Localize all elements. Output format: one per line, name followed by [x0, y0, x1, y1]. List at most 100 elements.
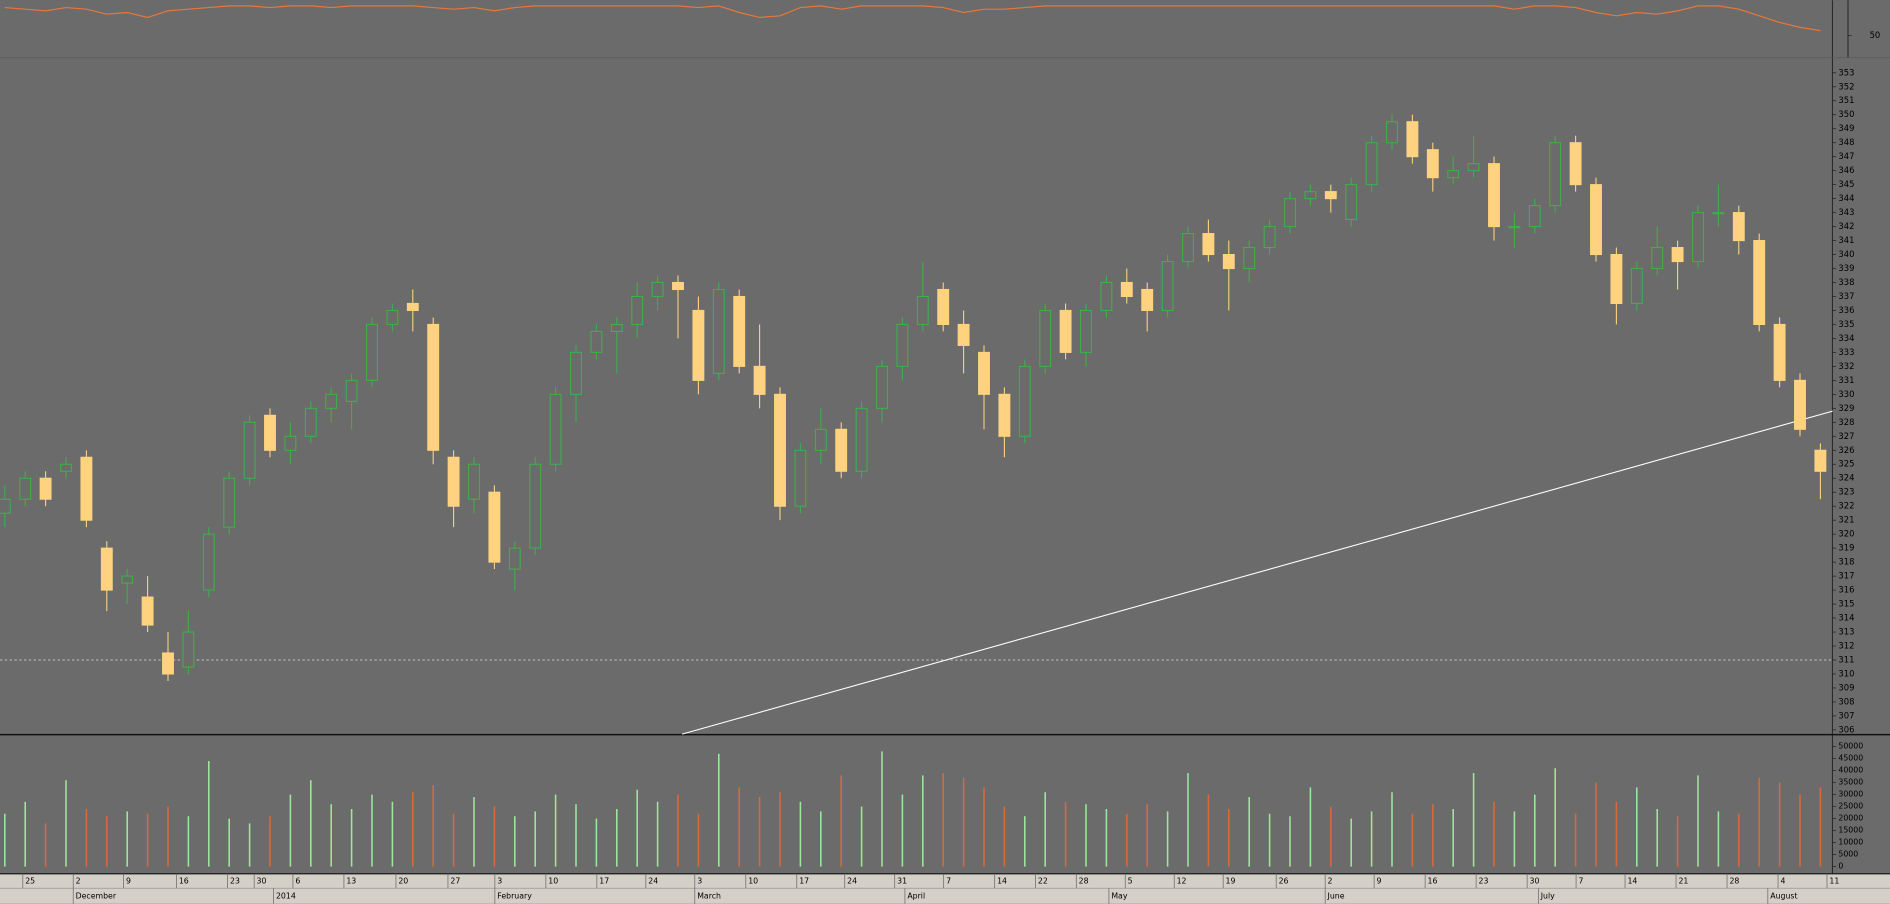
candle-body — [1590, 184, 1602, 256]
candle-body — [488, 491, 501, 563]
volume-tick-label: 30000 — [1838, 790, 1863, 799]
candle-body — [1528, 205, 1541, 228]
volume-tick-label: 10000 — [1838, 838, 1863, 847]
month-tick-label: June — [1327, 892, 1345, 901]
candle-body — [998, 393, 1011, 437]
y-tick-label: 351 — [1838, 95, 1854, 105]
candle-body — [202, 533, 215, 591]
y-tick-label: 306 — [1838, 724, 1854, 734]
candle-body — [427, 323, 440, 451]
candle-body — [386, 309, 399, 325]
candle-body — [712, 288, 725, 374]
candle-body — [1284, 198, 1296, 228]
x-tick-label: 16 — [1428, 877, 1438, 886]
x-tick-label: 12 — [1177, 877, 1187, 886]
y-tick-label: 323 — [1838, 487, 1854, 497]
y-tick-label: 337 — [1838, 291, 1854, 301]
y-tick-label: 349 — [1838, 123, 1854, 133]
candle-body — [121, 575, 134, 584]
candle-body — [814, 428, 827, 451]
candle-body — [610, 323, 623, 332]
y-tick-label: 347 — [1838, 151, 1854, 161]
candle-body — [651, 281, 664, 298]
y-tick-label: 310 — [1838, 668, 1854, 678]
y-tick-label: 329 — [1838, 403, 1854, 413]
candle-body — [1467, 163, 1480, 172]
candle-body — [1447, 170, 1460, 179]
x-tick-label: 3 — [697, 877, 702, 886]
candle-body — [243, 421, 256, 479]
volume-tick-label: 5000 — [1838, 850, 1858, 859]
candle-body — [1814, 449, 1827, 472]
x-tick-label: 16 — [179, 877, 189, 886]
volume-tick-label: 0 — [1838, 862, 1843, 871]
y-tick-label: 335 — [1838, 319, 1854, 329]
candle-body — [284, 435, 297, 451]
x-tick-label: 17 — [599, 877, 609, 886]
candle-body — [1753, 240, 1766, 325]
x-tick-label: 28 — [1079, 877, 1089, 886]
x-tick-label: 4 — [1780, 877, 1785, 886]
x-tick-label: 14 — [997, 877, 1007, 886]
candle-body — [1426, 149, 1439, 179]
candle-body — [1059, 309, 1072, 353]
candle-body — [937, 288, 950, 325]
candle-body — [1324, 191, 1337, 200]
volume-tick-label: 50000 — [1838, 742, 1863, 751]
x-tick-label: 6 — [295, 877, 300, 886]
candle-body — [1794, 379, 1806, 430]
candle-body — [1018, 365, 1031, 437]
candle-body — [1120, 281, 1133, 298]
y-tick-label: 321 — [1838, 515, 1854, 525]
trend-line — [681, 410, 1833, 735]
candle-body — [1671, 247, 1684, 263]
candle-body — [141, 596, 154, 626]
candle-body — [1202, 233, 1215, 256]
candle-body — [978, 351, 990, 395]
y-tick-label: 328 — [1838, 417, 1854, 427]
volume-tick-label: 45000 — [1838, 754, 1863, 763]
candle-body — [19, 477, 32, 500]
candle-body — [447, 456, 460, 507]
candle-body — [1222, 254, 1235, 270]
candle-body — [1263, 226, 1276, 249]
candle-body — [1039, 309, 1052, 367]
y-tick-label: 319 — [1838, 543, 1854, 553]
candle-body — [406, 302, 419, 312]
candle-body — [753, 365, 766, 395]
candle-body — [692, 309, 705, 381]
y-tick-label: 332 — [1838, 361, 1854, 371]
candle-body — [855, 407, 868, 472]
volume-tick-label: 15000 — [1838, 826, 1863, 835]
y-tick-label: 336 — [1838, 305, 1854, 315]
y-tick-label: 318 — [1838, 557, 1854, 567]
x-tick-label: 23 — [230, 877, 240, 886]
candle-body — [1569, 142, 1582, 186]
candle-body — [1732, 212, 1745, 242]
x-tick-label: 3 — [497, 877, 502, 886]
y-tick-label: 340 — [1838, 249, 1854, 259]
x-tick-label: 10 — [748, 877, 758, 886]
x-tick-label: 14 — [1627, 877, 1637, 886]
y-tick-label: 327 — [1838, 431, 1854, 441]
x-tick-label: 9 — [126, 877, 131, 886]
candle-body — [529, 463, 542, 549]
candle-body — [304, 407, 317, 437]
candle-body — [1651, 247, 1664, 270]
indicator-tick-label: 50 — [1870, 30, 1881, 40]
month-tick-label: August — [1770, 892, 1797, 901]
candle-body — [182, 631, 195, 668]
y-tick-label: 322 — [1838, 501, 1854, 511]
candle-body — [1610, 254, 1623, 305]
indicator-line — [4, 5, 1821, 32]
x-tick-label: 27 — [450, 877, 460, 886]
month-tick-label: July — [1540, 892, 1555, 901]
y-tick-label: 341 — [1838, 235, 1854, 245]
candle-body — [835, 428, 848, 472]
x-tick-label: 20 — [398, 877, 408, 886]
candle-body — [1182, 233, 1194, 263]
candle-body — [733, 295, 746, 367]
